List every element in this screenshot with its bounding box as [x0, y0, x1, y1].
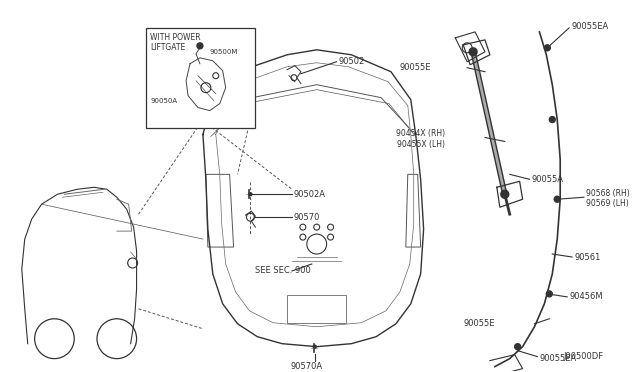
Text: 90055A: 90055A — [531, 175, 563, 184]
Text: 90502: 90502 — [339, 57, 365, 66]
Circle shape — [545, 45, 550, 51]
Text: 90455X (LH): 90455X (LH) — [397, 140, 445, 149]
Text: 90561: 90561 — [574, 253, 600, 262]
Text: 90055EA: 90055EA — [540, 354, 577, 363]
Text: 90570: 90570 — [294, 213, 321, 222]
Text: J90500DF: J90500DF — [564, 352, 604, 361]
Circle shape — [469, 48, 477, 56]
Text: 90569 (LH): 90569 (LH) — [586, 199, 628, 208]
Bar — [147, 28, 255, 128]
Circle shape — [197, 43, 203, 49]
Circle shape — [547, 291, 552, 297]
Text: 90055E: 90055E — [463, 319, 495, 328]
Circle shape — [549, 116, 556, 122]
Circle shape — [554, 196, 560, 202]
Text: 90454X (RH): 90454X (RH) — [396, 129, 445, 138]
Text: SEE SEC. 900: SEE SEC. 900 — [255, 266, 311, 275]
Text: LIFTGATE: LIFTGATE — [150, 43, 186, 52]
Circle shape — [501, 190, 509, 198]
Text: 90456M: 90456M — [569, 292, 603, 301]
Circle shape — [515, 344, 520, 350]
Text: 90568 (RH): 90568 (RH) — [586, 189, 630, 198]
Text: 90055E: 90055E — [399, 63, 431, 72]
Bar — [287, 295, 346, 323]
Text: 90050A: 90050A — [150, 97, 177, 104]
Text: 90055EA: 90055EA — [571, 22, 609, 31]
Text: 90502A: 90502A — [294, 190, 326, 199]
Circle shape — [249, 193, 252, 196]
Text: 90570A: 90570A — [291, 362, 323, 371]
Text: 90500M: 90500M — [210, 49, 238, 55]
Circle shape — [313, 345, 316, 348]
Text: WITH POWER: WITH POWER — [150, 33, 201, 42]
